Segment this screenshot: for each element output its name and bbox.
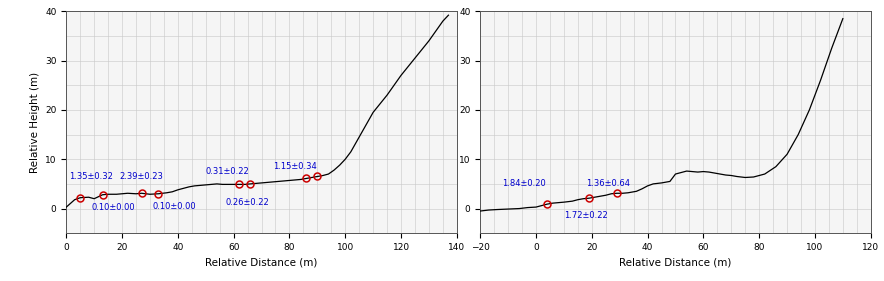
Text: 1.72±0.22: 1.72±0.22 (564, 212, 607, 221)
Text: 2.39±0.23: 2.39±0.23 (119, 172, 164, 181)
Text: 1.15±0.34: 1.15±0.34 (272, 162, 316, 171)
Text: 0.26±0.22: 0.26±0.22 (225, 198, 269, 207)
Text: 0.10±0.00: 0.10±0.00 (153, 201, 196, 210)
Text: 1.36±0.64: 1.36±0.64 (586, 179, 630, 188)
Text: 0.10±0.00: 0.10±0.00 (91, 203, 135, 212)
Y-axis label: Relative Height (m): Relative Height (m) (29, 72, 40, 173)
X-axis label: Relative Distance (m): Relative Distance (m) (620, 257, 732, 268)
Text: 1.84±0.20: 1.84±0.20 (502, 179, 546, 188)
Text: 1.35±0.32: 1.35±0.32 (69, 172, 113, 181)
X-axis label: Relative Distance (m): Relative Distance (m) (205, 257, 317, 268)
Text: 0.31±0.22: 0.31±0.22 (206, 167, 249, 176)
